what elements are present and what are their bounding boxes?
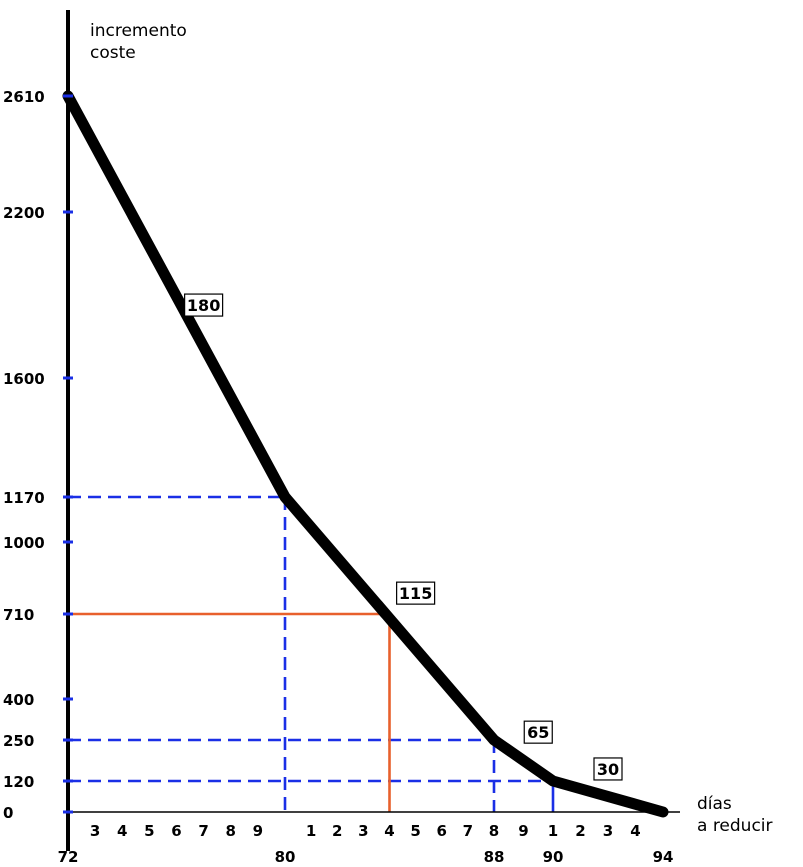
x-tick-label-88: 88 bbox=[484, 848, 505, 866]
x-axis-title-line1: días bbox=[697, 794, 732, 814]
reference-lines bbox=[68, 495, 555, 812]
slope-label-30: 30 bbox=[597, 760, 619, 779]
x-minor-label-0: 3 bbox=[90, 822, 100, 840]
slope-box-30 bbox=[593, 757, 623, 781]
x-minor-label-12: 6 bbox=[437, 822, 447, 840]
y-tick-label-1600: 1600 bbox=[3, 370, 45, 388]
x-minor-label-15: 9 bbox=[518, 822, 528, 840]
slope-box-115 bbox=[396, 581, 436, 605]
slope-box-65 bbox=[523, 720, 553, 744]
slope-label-65: 65 bbox=[527, 723, 549, 742]
y-tick-label-1000: 1000 bbox=[3, 534, 45, 552]
y-axis-title-line2: coste bbox=[90, 43, 136, 63]
x-minor-label-10: 4 bbox=[384, 822, 394, 840]
x-minor-label-17: 2 bbox=[575, 822, 585, 840]
x-minor-label-3: 6 bbox=[171, 822, 181, 840]
series bbox=[62, 90, 669, 818]
y-tick-label-120: 120 bbox=[3, 773, 34, 791]
y-axis-title-line1: incremento bbox=[90, 21, 187, 41]
x-minor-label-2: 5 bbox=[144, 822, 154, 840]
x-minor-label-18: 3 bbox=[603, 822, 613, 840]
x-minor-label-19: 4 bbox=[630, 822, 640, 840]
x-minor-label-16: 1 bbox=[548, 822, 558, 840]
x-minor-label-8: 2 bbox=[332, 822, 342, 840]
x-minor-label-1: 4 bbox=[117, 822, 127, 840]
axis-titles: incremento coste días a reducir bbox=[90, 21, 773, 836]
x-tick-label-80: 80 bbox=[275, 848, 296, 866]
slope-label-180: 180 bbox=[187, 296, 220, 315]
x-axis-title-line2: a reducir bbox=[697, 816, 773, 836]
y-tick-label-2200: 2200 bbox=[3, 204, 45, 222]
x-minor-label-7: 1 bbox=[306, 822, 316, 840]
y-tick-label-1170: 1170 bbox=[3, 489, 45, 507]
x-tick-label-90: 90 bbox=[543, 848, 564, 866]
y-tick-label-400: 400 bbox=[3, 691, 34, 709]
y-tick-label-0: 0 bbox=[3, 804, 13, 822]
x-minor-label-6: 9 bbox=[253, 822, 263, 840]
data-point-80 bbox=[283, 495, 287, 499]
data-point-88 bbox=[492, 738, 496, 742]
x-minor-label-13: 7 bbox=[463, 822, 473, 840]
x-minor-label-11: 5 bbox=[410, 822, 420, 840]
x-tick-label-72: 72 bbox=[58, 848, 79, 866]
axes bbox=[66, 10, 680, 851]
x-minor-label-5: 8 bbox=[226, 822, 236, 840]
data-point-90 bbox=[551, 779, 555, 783]
series-line bbox=[62, 90, 669, 818]
y-tick-label-710: 710 bbox=[3, 606, 34, 624]
y-tick-label-2610: 2610 bbox=[3, 88, 45, 106]
x-minor-label-9: 3 bbox=[358, 822, 368, 840]
slope-label-115: 115 bbox=[399, 584, 432, 603]
x-minor-label-14: 8 bbox=[489, 822, 499, 840]
data-point-94 bbox=[661, 810, 665, 814]
y-tick-label-250: 250 bbox=[3, 732, 34, 750]
slope-box-180 bbox=[184, 293, 224, 317]
x-minor-label-4: 7 bbox=[198, 822, 208, 840]
x-tick-label-94: 94 bbox=[653, 848, 674, 866]
slope-labels: 180 115 65 30 bbox=[184, 293, 623, 781]
